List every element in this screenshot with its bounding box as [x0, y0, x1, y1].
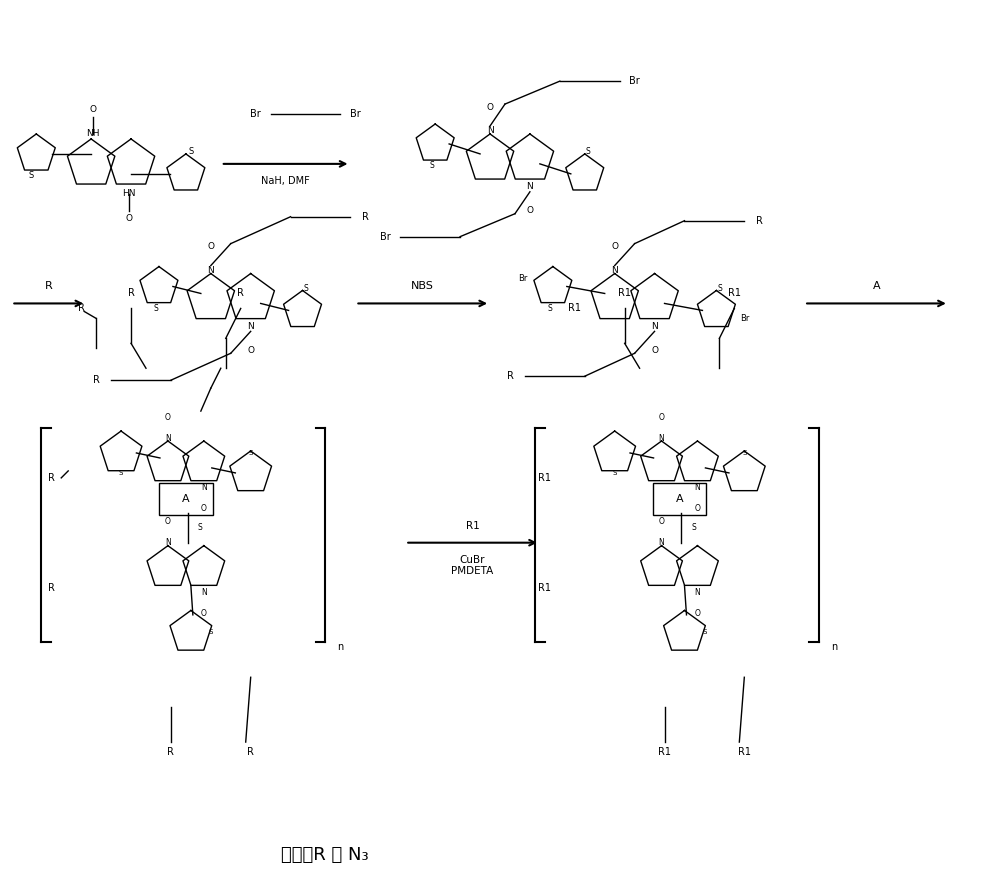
Text: N: N — [201, 483, 207, 492]
Text: R1: R1 — [658, 747, 671, 757]
Text: R1: R1 — [466, 520, 479, 531]
Text: CuBr
PMDETA: CuBr PMDETA — [451, 555, 494, 576]
Text: O: O — [90, 105, 97, 114]
Text: Br: Br — [250, 109, 261, 119]
Text: R: R — [237, 289, 244, 298]
Text: O: O — [165, 517, 171, 527]
Text: S: S — [154, 304, 158, 313]
Text: R: R — [45, 281, 53, 291]
Text: S: S — [702, 630, 707, 636]
Text: R: R — [167, 747, 174, 757]
Text: O: O — [201, 609, 207, 618]
Text: R: R — [78, 304, 85, 313]
FancyBboxPatch shape — [653, 483, 706, 515]
Text: S: S — [209, 630, 213, 636]
Text: S: S — [119, 470, 123, 476]
FancyBboxPatch shape — [159, 483, 213, 515]
Text: O: O — [695, 609, 700, 618]
Text: Br: Br — [380, 232, 391, 242]
Text: O: O — [659, 517, 664, 527]
Text: S: S — [29, 171, 34, 180]
Text: N: N — [695, 588, 700, 597]
Text: R: R — [247, 747, 254, 757]
Text: Br: Br — [518, 274, 528, 283]
Text: R: R — [128, 289, 134, 298]
Text: R1: R1 — [538, 473, 551, 483]
Text: R: R — [756, 216, 763, 226]
Text: O: O — [126, 214, 133, 223]
Text: Br: Br — [629, 76, 640, 86]
Text: S: S — [547, 304, 552, 313]
Text: Br: Br — [740, 313, 749, 323]
Text: R: R — [507, 371, 513, 381]
Text: N: N — [247, 321, 254, 331]
Text: R1: R1 — [568, 304, 581, 313]
Text: N: N — [651, 321, 658, 331]
Text: O: O — [165, 413, 171, 422]
Text: S: S — [249, 450, 253, 456]
Text: O: O — [695, 504, 700, 513]
Text: R1: R1 — [538, 583, 551, 592]
Text: Br: Br — [350, 109, 361, 119]
Text: A: A — [182, 494, 190, 503]
Text: S: S — [430, 162, 435, 170]
Text: NaH, DMF: NaH, DMF — [261, 176, 310, 186]
Text: O: O — [659, 413, 664, 422]
Text: O: O — [526, 206, 533, 215]
Text: O: O — [611, 242, 618, 251]
Text: O: O — [201, 504, 207, 513]
Text: R1: R1 — [738, 747, 751, 757]
Text: S: S — [188, 147, 193, 156]
Text: R1: R1 — [728, 289, 741, 298]
Text: R: R — [48, 473, 55, 483]
Text: O: O — [487, 102, 494, 112]
Text: 其中，R 为 N₃: 其中，R 为 N₃ — [281, 846, 368, 865]
Text: S: S — [742, 450, 747, 456]
Text: N: N — [487, 126, 493, 136]
Text: n: n — [831, 642, 837, 653]
Text: N: N — [527, 182, 533, 191]
Text: O: O — [207, 242, 214, 251]
Text: NBS: NBS — [411, 281, 434, 291]
Text: n: n — [337, 642, 344, 653]
Text: A: A — [873, 281, 880, 291]
Text: R1: R1 — [618, 289, 631, 298]
Text: R: R — [362, 211, 369, 222]
Text: R: R — [48, 583, 55, 592]
Text: N: N — [207, 266, 214, 275]
Text: S: S — [197, 523, 202, 532]
Text: O: O — [651, 345, 658, 355]
Text: NH: NH — [86, 130, 100, 139]
Text: S: S — [303, 284, 308, 293]
Text: HN: HN — [122, 189, 136, 198]
Text: N: N — [201, 588, 207, 597]
Text: N: N — [165, 538, 171, 547]
Text: S: S — [612, 470, 617, 476]
Text: R: R — [93, 376, 100, 385]
Text: O: O — [247, 345, 254, 355]
Text: N: N — [659, 538, 664, 547]
Text: A: A — [676, 494, 683, 503]
Text: S: S — [691, 523, 696, 532]
Text: N: N — [695, 483, 700, 492]
Text: S: S — [717, 284, 722, 293]
Text: N: N — [611, 266, 618, 275]
Text: S: S — [585, 147, 590, 156]
Text: N: N — [659, 433, 664, 442]
Text: N: N — [165, 433, 171, 442]
